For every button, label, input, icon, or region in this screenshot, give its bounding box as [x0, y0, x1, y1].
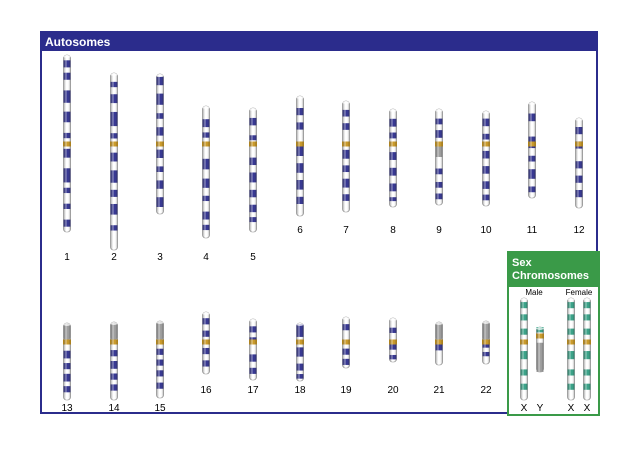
- chromosome-label: 19: [340, 385, 352, 396]
- autosomes-panel: Autosomes: [40, 31, 598, 414]
- sex-chromosome-label: Y: [537, 403, 544, 414]
- chromosome-8: [389, 108, 397, 208]
- sex-chromosome-label: X: [568, 403, 575, 414]
- autosomes-title: Autosomes: [42, 33, 596, 51]
- chromosome-label: 4: [203, 252, 209, 263]
- sex-chromosome-female-X: [567, 297, 575, 401]
- chromosome-6: [296, 95, 304, 217]
- chromosome-label: 18: [294, 385, 306, 396]
- chromosome-label: 16: [200, 385, 212, 396]
- chromosome-label: 13: [61, 403, 73, 414]
- chromosome-20: [389, 317, 397, 363]
- chromosome-22: [482, 320, 490, 365]
- chromosome-label: 5: [250, 252, 256, 263]
- chromosome-21: [435, 321, 443, 366]
- chromosome-label: 6: [297, 225, 303, 236]
- chromosome-11: [528, 101, 536, 199]
- chromosome-label: 3: [157, 252, 163, 263]
- chromosome-label: 7: [343, 225, 349, 236]
- chromosome-label: 17: [247, 385, 259, 396]
- chromosome-4: [202, 105, 210, 239]
- chromosome-7: [342, 100, 350, 213]
- chromosome-15: [156, 320, 164, 399]
- chromosome-2: [110, 72, 118, 251]
- sex-chromosome-male-X: [520, 297, 528, 401]
- chromosome-14: [110, 321, 118, 401]
- chromosome-1: [63, 54, 71, 233]
- chromosome-label: 12: [573, 225, 585, 236]
- chromosome-10: [482, 110, 490, 207]
- chromosome-19: [342, 316, 350, 369]
- sex-chromosome-female-X: [583, 297, 591, 401]
- chromosome-label: 8: [390, 225, 396, 236]
- chromosome-label: 20: [387, 385, 399, 396]
- chromosome-5: [249, 107, 257, 233]
- chromosome-13: [63, 322, 71, 401]
- chromosome-label: 1: [64, 252, 70, 263]
- sex-chromosome-label: X: [584, 403, 591, 414]
- chromosome-label: 9: [436, 225, 442, 236]
- chromosome-16: [202, 311, 210, 375]
- sex-group-label: Male: [525, 288, 543, 297]
- chromosome-3: [156, 73, 164, 215]
- chromosome-9: [435, 108, 443, 206]
- chromosome-label: 10: [480, 225, 492, 236]
- sex-chromosome-label: X: [521, 403, 528, 414]
- chromosome-label: 15: [154, 403, 166, 414]
- chromosome-label: 14: [108, 403, 120, 414]
- sex-group-label: Female: [566, 288, 593, 297]
- chromosome-label: 2: [111, 252, 117, 263]
- chromosome-label: 11: [527, 225, 538, 236]
- chromosome-18: [296, 322, 304, 382]
- chromosome-label: 22: [480, 385, 492, 396]
- sex-chromosome-male-Y: [536, 326, 544, 373]
- chromosome-label: 21: [433, 385, 445, 396]
- chromosome-17: [249, 318, 257, 381]
- sex-chromosomes-title: Sex Chromosomes: [509, 253, 598, 287]
- chromosome-12: [575, 117, 583, 209]
